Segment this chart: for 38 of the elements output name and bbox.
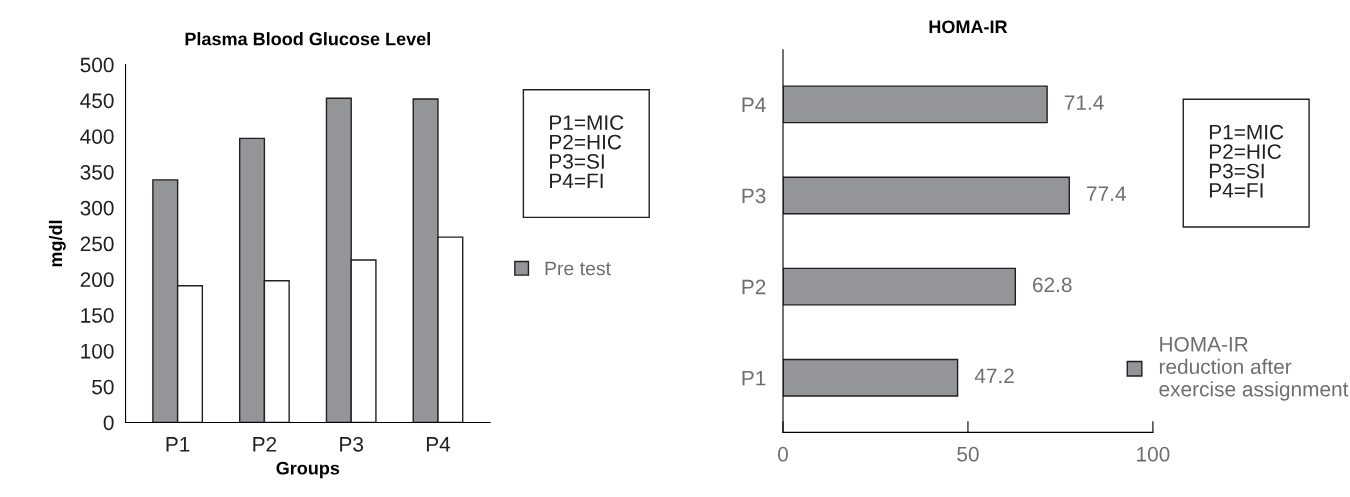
y-tick-label: 100 [81,343,114,359]
bar [783,176,1070,215]
y-tick-label: 0 [103,415,114,431]
x-tick-label: 100 [1137,446,1170,462]
text: P1=MIC P2=HIC P3=SI P4=FI [1209,124,1284,198]
bar [783,85,1048,124]
y-tick-label: 400 [80,129,114,144]
chart-title: HOMA-IR [929,20,1008,34]
y-tick-label: 300 [80,200,114,216]
legend-label: Pre test [545,261,611,276]
bar [783,267,1016,306]
y-tick-label: 350 [80,164,114,180]
y-tick-label: 450 [80,93,114,109]
x-tick-label: P1 [166,437,190,452]
y-tick-label: P1 [742,370,766,386]
y-tick-label: P4 [742,97,766,112]
y-tick-label: 500 [80,57,114,73]
text: P1=MIC P2=HIC P3=SI P4=FI [550,115,624,189]
x-axis-title: Groups [276,461,340,479]
data-label: 77.4 [1087,186,1126,201]
y-tick-label: 150 [81,308,114,323]
y-axis-title: mg/dl [48,220,66,267]
x-tick-label: P2 [253,436,277,452]
data-label: 71.4 [1064,95,1104,110]
x-tick-label: 50 [957,446,979,462]
x-tick-label: P3 [340,436,364,452]
x-tick-label: 0 [778,446,788,462]
chart-title: Plasma Blood Glucose Level [185,32,430,46]
data-label: 62.8 [1033,277,1072,293]
data-label: 47.2 [974,368,1014,384]
y-tick-label: 50 [92,379,114,395]
legend-label: HOMA-IR reduction after exercise assignment [1159,336,1349,401]
y-tick-label: P2 [742,279,766,295]
x-tick-label: P4 [426,437,451,452]
y-tick-label: 200 [80,272,114,288]
bar [783,358,959,397]
y-tick-label: 250 [80,236,114,252]
y-tick-label: P3 [742,188,766,204]
